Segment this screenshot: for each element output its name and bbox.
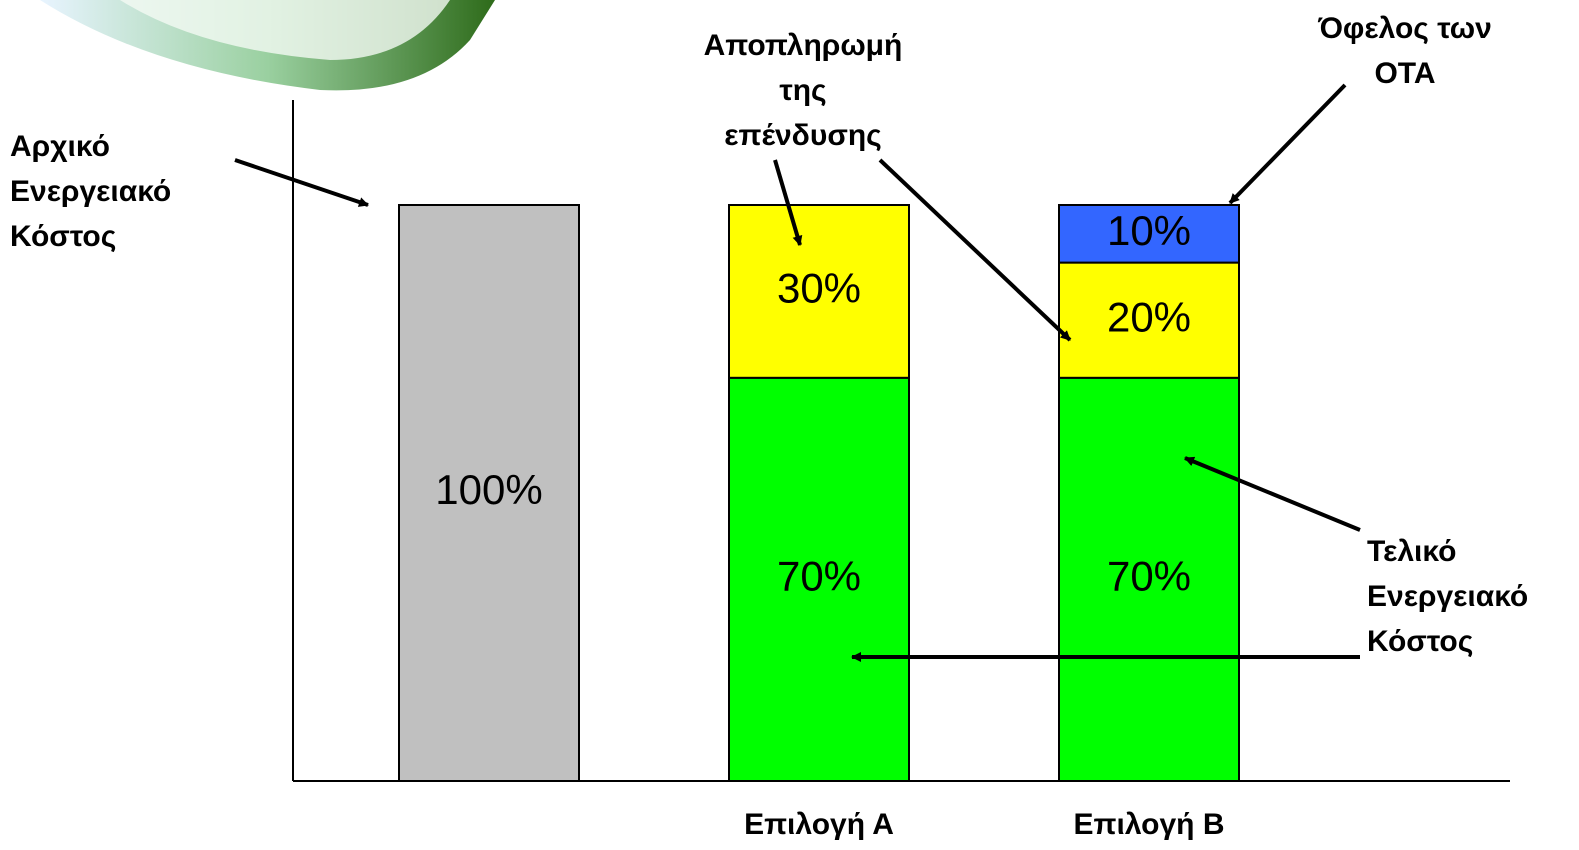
arrow bbox=[1230, 85, 1345, 203]
annotation: ΟΤΑ bbox=[1374, 57, 1435, 90]
value-label: 20% bbox=[1107, 293, 1191, 340]
value-label: 30% bbox=[777, 264, 861, 311]
value-label: 10% bbox=[1107, 207, 1191, 254]
chart: 100% 70% 30% Επιλογή Α 70% 20% 10% Επιλογή Β Αρχ… bbox=[0, 0, 1579, 850]
x-tick-label: Επιλογή Α bbox=[744, 808, 894, 841]
annotation: Κόστος bbox=[10, 220, 116, 253]
annotation: Ενεργειακό bbox=[10, 175, 171, 208]
annotation: Αποπληρωμή bbox=[704, 29, 903, 62]
annotation: της bbox=[779, 74, 826, 107]
value-label: 70% bbox=[777, 552, 861, 599]
x-tick-label: Επιλογή Β bbox=[1074, 808, 1225, 841]
value-label: 100% bbox=[435, 466, 542, 513]
annotation: Ενεργειακό bbox=[1367, 580, 1528, 613]
annotation: Τελικό bbox=[1367, 535, 1456, 568]
annotation: επένδυσης bbox=[724, 119, 882, 152]
annotation: Αρχικό bbox=[10, 130, 110, 163]
annotation: Όφελος των bbox=[1317, 12, 1492, 45]
value-label: 70% bbox=[1107, 552, 1191, 599]
annotation: Κόστος bbox=[1367, 625, 1473, 658]
arrow bbox=[235, 160, 368, 205]
page: 100% 70% 30% Επιλογή Α 70% 20% 10% Επιλογή Β Αρχ… bbox=[0, 0, 1579, 850]
